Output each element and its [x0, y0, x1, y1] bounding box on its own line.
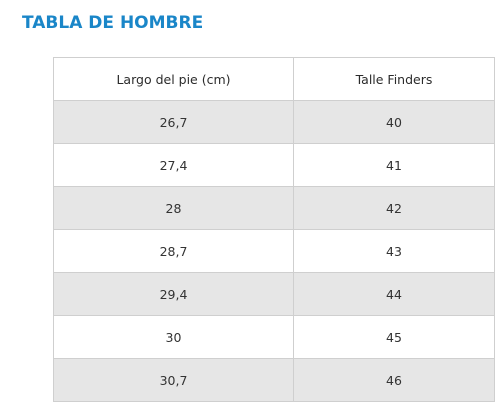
- size-cell: 43: [293, 229, 495, 273]
- column-header-foot-length: Largo del pie (cm): [53, 57, 294, 101]
- foot-length-cell: 28,7: [53, 229, 294, 273]
- foot-length-cell: 27,4: [53, 143, 294, 187]
- size-cell: 45: [293, 315, 495, 359]
- table-header-row: Largo del pie (cm) Talle Finders: [53, 57, 495, 101]
- table-row: 30 45: [53, 315, 495, 359]
- page-title: TABLA DE HOMBRE: [22, 13, 204, 33]
- foot-length-cell: 26,7: [53, 100, 294, 144]
- foot-length-cell: 30: [53, 315, 294, 359]
- table-row: 30,7 46: [53, 358, 495, 402]
- table-row: 28,7 43: [53, 229, 495, 273]
- size-cell: 44: [293, 272, 495, 316]
- table-row: 28 42: [53, 186, 495, 230]
- size-table: Largo del pie (cm) Talle Finders 26,7 40…: [53, 57, 495, 402]
- foot-length-cell: 29,4: [53, 272, 294, 316]
- size-cell: 42: [293, 186, 495, 230]
- foot-length-cell: 30,7: [53, 358, 294, 402]
- size-cell: 46: [293, 358, 495, 402]
- size-cell: 40: [293, 100, 495, 144]
- table-row: 26,7 40: [53, 100, 495, 144]
- foot-length-cell: 28: [53, 186, 294, 230]
- table-row: 29,4 44: [53, 272, 495, 316]
- table-row: 27,4 41: [53, 143, 495, 187]
- size-cell: 41: [293, 143, 495, 187]
- column-header-finders-size: Talle Finders: [293, 57, 495, 101]
